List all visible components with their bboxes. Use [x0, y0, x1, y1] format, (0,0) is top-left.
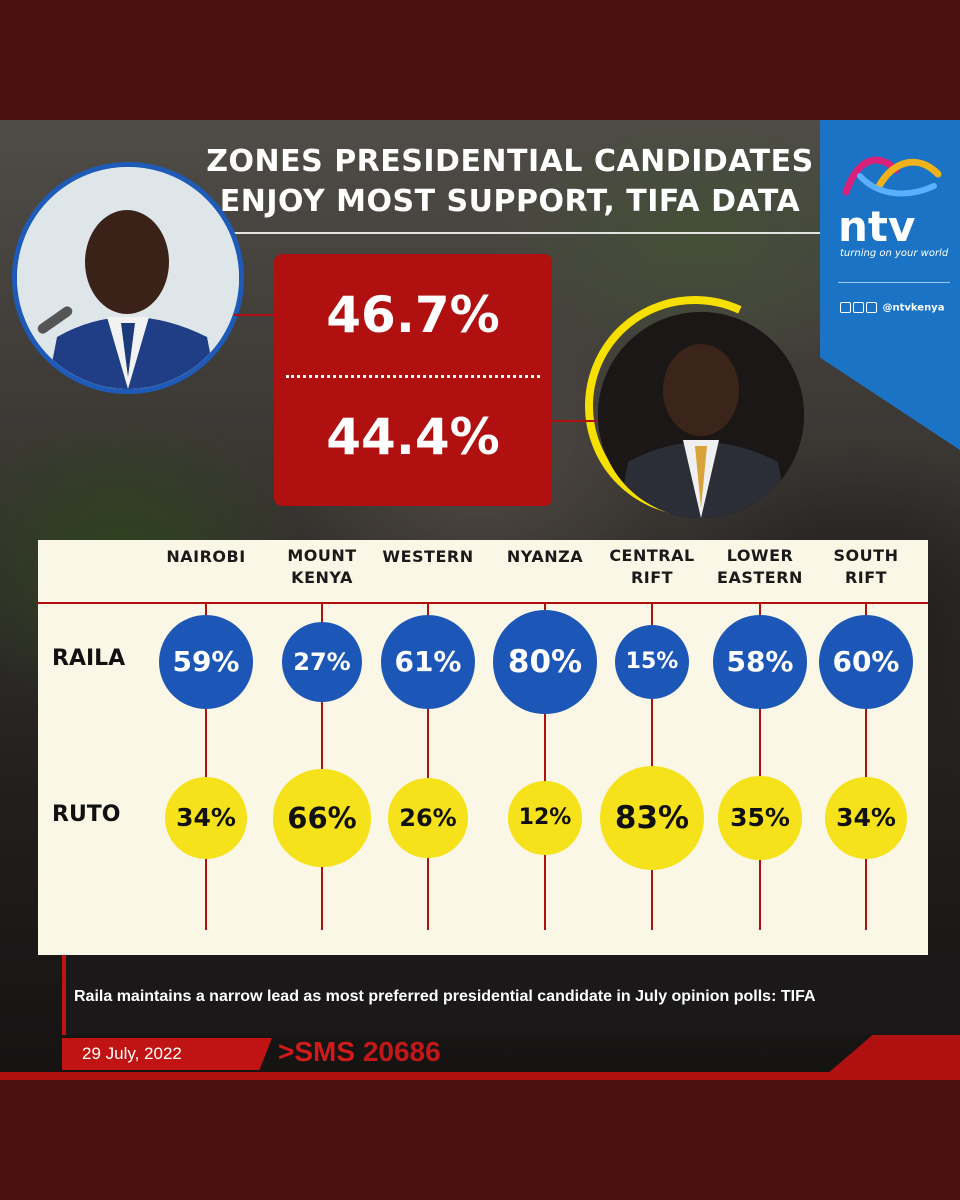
sms-number: 20686 — [362, 1036, 441, 1067]
raila-bubble-lower-eastern: 58% — [713, 615, 807, 709]
bottom-red-bar — [0, 1072, 960, 1080]
zone-connector-line — [205, 604, 207, 930]
zone-label-western: WESTERN — [382, 547, 474, 566]
ntv-tagline: turning on your world — [840, 248, 949, 259]
facebook-icon — [840, 302, 851, 313]
caption-text: Raila maintains a narrow lead as most pr… — [74, 988, 816, 1005]
headline-line-2: ENJOY MOST SUPPORT, TIFA DATA — [219, 184, 801, 219]
raila-bubble-south-rift: 60% — [818, 614, 914, 710]
totals-divider — [286, 375, 540, 378]
ruto-bubble-central-rift: 83% — [599, 765, 705, 871]
raila-bubble-central-rift: 15% — [614, 624, 690, 700]
social-handle-text: @ntvkenya — [882, 302, 945, 314]
ruto-photo-illustration — [598, 312, 804, 518]
ruto-connector — [552, 420, 598, 422]
ruto-national-total: 44.4% — [326, 408, 500, 466]
raila-bubble-western: 61% — [380, 614, 476, 710]
ruto-bubble-western: 26% — [388, 778, 468, 858]
zone-label-central-rift: CENTRAL RIFT — [609, 546, 695, 587]
raila-photo-illustration — [17, 167, 239, 389]
raila-bubble-mount-kenya: 27% — [282, 622, 362, 702]
zone-connector-line — [759, 604, 761, 930]
social-handle: @ntvkenya — [840, 302, 944, 314]
zone-label-south-rift: SOUTH RIFT — [833, 546, 899, 587]
ruto-bubble-nairobi: 34% — [164, 776, 248, 860]
ruto-bubble-south-rift: 34% — [824, 776, 908, 860]
zone-label-nyanza: NYANZA — [506, 547, 584, 566]
zone-connector-line — [427, 604, 429, 930]
date-badge: 29 July, 2022 — [62, 1038, 272, 1070]
twitter-icon — [853, 302, 864, 313]
headline: ZONES PRESIDENTIAL CANDIDATES ENJOY MOST… — [200, 142, 820, 222]
zone-label-mount-kenya: MOUNT KENYA — [287, 546, 357, 587]
raila-national-total: 46.7% — [326, 286, 500, 344]
ruto-bubble-mount-kenya: 66% — [273, 769, 371, 867]
zone-connector-line — [544, 604, 546, 930]
raila-bubble-nairobi: 59% — [159, 615, 253, 709]
caption-bar — [62, 955, 960, 1035]
instagram-icon — [866, 302, 877, 313]
zone-connector-line — [321, 604, 323, 930]
ruto-bubble-nyanza: 12% — [508, 781, 582, 855]
zone-label-lower-eastern: LOWER EASTERN — [717, 546, 803, 587]
zone-header-rule — [38, 602, 928, 604]
sms-prefix: >SMS — [278, 1036, 363, 1067]
ruto-row-label: RUTO — [52, 802, 121, 827]
raila-bubble-nyanza: 80% — [493, 610, 597, 714]
logo-divider — [838, 282, 950, 283]
ruto-portrait — [598, 312, 804, 518]
zone-chart-panel — [38, 540, 928, 955]
zone-label-nairobi: NAIROBI — [166, 547, 246, 566]
raila-connector — [234, 314, 274, 316]
bottom-frame — [0, 1080, 960, 1200]
national-totals-box — [274, 254, 552, 506]
ntv-logo-text: ntv — [838, 202, 916, 251]
sms-shortcode: >SMS 20686 — [278, 1034, 441, 1070]
zone-connector-line — [865, 604, 867, 930]
ruto-bubble-lower-eastern: 35% — [718, 776, 802, 860]
headline-underline — [232, 232, 820, 234]
headline-line-1: ZONES PRESIDENTIAL CANDIDATES — [206, 144, 814, 179]
top-frame — [0, 0, 960, 120]
raila-row-label: RAILA — [52, 646, 126, 671]
raila-portrait — [12, 162, 244, 394]
ntv-swoosh-icon — [842, 156, 942, 197]
caption-accent — [62, 955, 66, 1035]
